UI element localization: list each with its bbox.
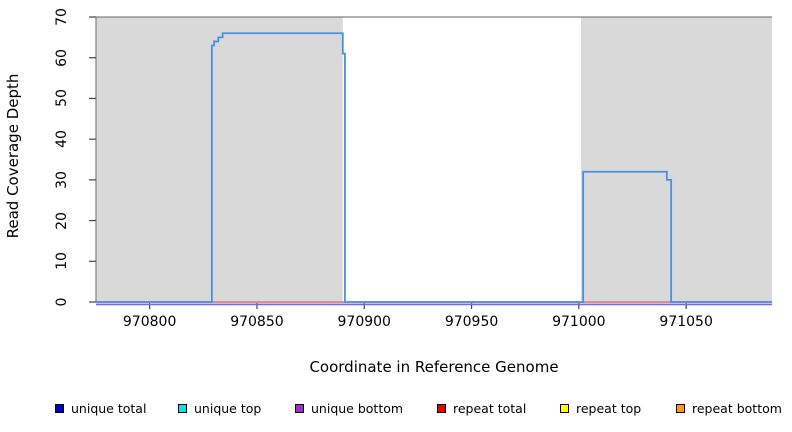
x-tick-label: 971000 [552, 314, 606, 330]
y-tick-label: 10 [54, 252, 70, 271]
legend-label: unique total [71, 400, 147, 416]
legend-swatch-icon [55, 403, 64, 413]
legend-item[interactable]: unique bottom [295, 396, 403, 420]
legend-label: unique bottom [311, 400, 404, 416]
repeat-region-left [96, 17, 343, 302]
legend-label: unique top [194, 400, 262, 416]
y-tick-label: 40 [54, 130, 70, 149]
legend-swatch-icon [295, 403, 304, 413]
legend-item[interactable]: repeat top [560, 396, 641, 420]
legend-item[interactable]: repeat bottom [676, 396, 782, 420]
y-tick-label: 70 [54, 8, 70, 26]
legend-label: repeat bottom [692, 400, 782, 416]
legend-swatch-icon [560, 403, 569, 413]
x-tick-label: 970950 [444, 314, 499, 330]
legend-label: repeat total [453, 400, 527, 416]
x-axis-title: Coordinate in Reference Genome [309, 358, 559, 376]
legend-item[interactable]: repeat total [437, 396, 526, 420]
legend-label: repeat top [576, 400, 642, 416]
y-tick-label: 60 [54, 48, 70, 67]
series-unique-total-line [96, 32, 772, 303]
y-tick-label: 20 [54, 211, 70, 230]
legend-item[interactable]: unique top [178, 396, 261, 420]
repeat-region-right [581, 17, 772, 302]
y-tick-label: 30 [54, 170, 70, 189]
x-tick-label: 970800 [122, 314, 177, 330]
y-tick-label: 0 [54, 297, 70, 307]
legend-swatch-icon [676, 403, 685, 413]
x-tick-label: 970850 [230, 314, 284, 330]
chart-legend: unique total unique top unique bottom repea… [0, 396, 792, 420]
legend-swatch-icon [178, 403, 187, 413]
legend-swatch-icon [437, 403, 446, 413]
legend-item[interactable]: unique total [55, 396, 146, 420]
x-tick-label: 971050 [659, 314, 713, 330]
x-tick-label: 970900 [337, 314, 391, 330]
y-tick-label: 50 [54, 89, 70, 108]
